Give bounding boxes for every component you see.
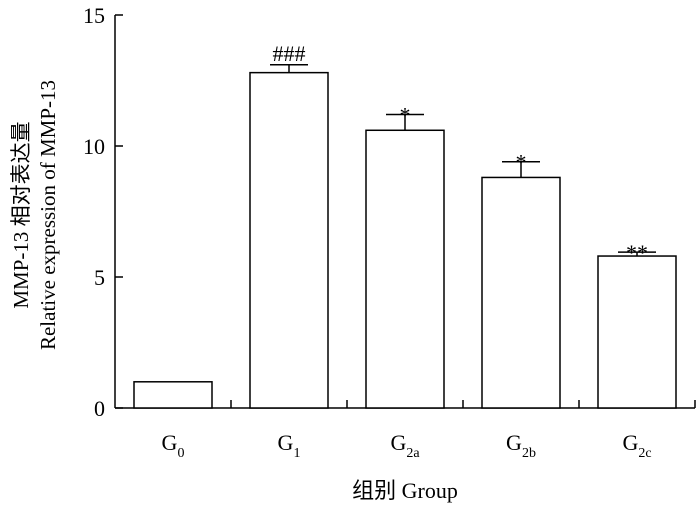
bar xyxy=(249,71,329,409)
y-axis-title-line2: Relative expression of MMP-13 xyxy=(36,80,60,350)
significance-label: * xyxy=(400,103,411,128)
y-tick-label: 0 xyxy=(94,396,105,421)
axis-titles: MMP-13 相对表达量 Relative expression of MMP-… xyxy=(9,80,458,503)
y-tick-label: 15 xyxy=(83,3,105,28)
x-tick-label: G2c xyxy=(622,430,651,461)
bar xyxy=(365,129,445,409)
significance-label: ** xyxy=(626,240,648,265)
y-tick-label: 5 xyxy=(94,265,105,290)
bar xyxy=(133,381,213,409)
y-tick-label: 10 xyxy=(83,134,105,159)
x-axis-title: 组别 Group xyxy=(352,478,458,503)
significance-label: * xyxy=(516,150,527,175)
y-axis: 0 5 10 15 xyxy=(83,3,123,421)
x-tick-label: G0 xyxy=(162,430,185,461)
significance-label: ### xyxy=(273,41,306,66)
bar xyxy=(597,255,677,409)
bar xyxy=(481,176,561,409)
bars: ###**** xyxy=(133,41,677,409)
x-tick-label: G2a xyxy=(390,430,420,461)
x-tick-label: G2b xyxy=(506,430,536,461)
y-axis-title-line1: MMP-13 相对表达量 xyxy=(9,121,33,308)
x-axis: G0 G1 G2a G2b G2c xyxy=(115,400,696,461)
x-tick-label: G1 xyxy=(278,430,301,461)
